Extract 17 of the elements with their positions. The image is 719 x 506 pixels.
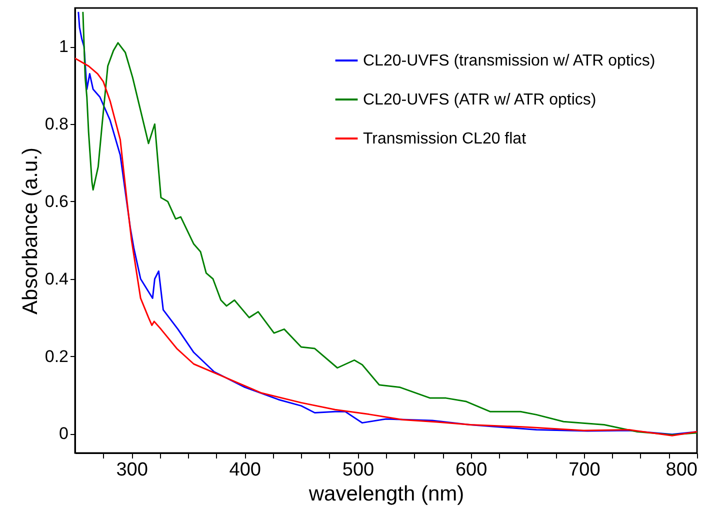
- y-tick-label: 0.4: [44, 269, 68, 288]
- x-tick-label: 400: [229, 460, 261, 480]
- legend-label: CL20-UVFS (transmission w/ ATR optics): [363, 52, 656, 70]
- legend-label: CL20-UVFS (ATR w/ ATR optics): [363, 92, 596, 108]
- y-axis-title: Absorbance (a.u.): [18, 148, 42, 314]
- x-tick-label: 500: [342, 460, 374, 480]
- y-tick-label: 0.6: [44, 192, 68, 211]
- x-tick-label: 800: [666, 460, 698, 480]
- x-axis-title: wavelength (nm): [308, 482, 464, 506]
- y-tick-label: 0: [59, 424, 68, 444]
- x-tick-label: 700: [568, 460, 600, 480]
- legend-label: Transmission CL20 flat: [363, 130, 527, 148]
- y-tick-label: 1: [59, 37, 68, 56]
- y-tick-label: 0.2: [44, 346, 68, 366]
- x-tick-label: 300: [116, 460, 148, 480]
- y-tick-label: 0.8: [44, 114, 68, 134]
- x-tick-label: 600: [455, 460, 488, 480]
